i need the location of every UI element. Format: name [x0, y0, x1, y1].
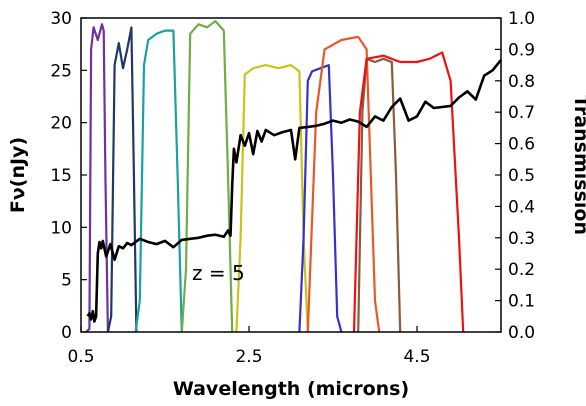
y-left-tick-label: 25 — [50, 61, 72, 81]
filter-curve-5 — [235, 63, 309, 333]
y-right-tick-label: 0.4 — [508, 197, 535, 217]
redshift-annotation: z = 5 — [192, 261, 245, 285]
filter-curve-6 — [298, 63, 343, 333]
y-left-tick-label: 30 — [50, 9, 72, 29]
y-right-tick-label: 0.0 — [508, 323, 535, 343]
filter-curve-3 — [134, 29, 183, 333]
spectrum-line — [86, 59, 503, 323]
y-left-tick-label: 10 — [50, 218, 72, 238]
filter-curve-1 — [85, 23, 109, 333]
y-right-tick-label: 0.9 — [508, 40, 535, 60]
x-tick-label: 4.5 — [403, 347, 430, 367]
filter-curve-7 — [306, 35, 381, 333]
right-axis: 0.0 0.1 0.2 0.3 0.4 0.5 0.6 0.7 0.8 0.9 1.0 — [495, 9, 535, 343]
y-right-tick-label: 0.1 — [508, 292, 535, 312]
x-tick-label: 0.5 — [67, 347, 94, 367]
y-left-tick-label: 15 — [50, 166, 72, 186]
filter-curve-2 — [106, 26, 138, 333]
y-right-tick-label: 1.0 — [508, 9, 535, 29]
y-right-tick-label: 0.8 — [508, 72, 535, 92]
x-tick-label: 2.5 — [235, 347, 262, 367]
y-right-tick-label: 0.7 — [508, 103, 535, 123]
filter-curve-4 — [180, 20, 234, 333]
y-right-tick-label: 0.2 — [508, 260, 535, 280]
filter-curve-9 — [352, 51, 465, 333]
filter-curve-8 — [357, 57, 402, 333]
y-right-tick-label: 0.3 — [508, 229, 535, 249]
x-axis: 0.5 2.5 4.5 — [67, 326, 431, 367]
x-axis-title: Wavelength (microns) — [173, 378, 409, 400]
y-left-tick-label: 20 — [50, 114, 72, 134]
y-axis-left-title: Fν(nJy) — [7, 137, 29, 213]
y-axis-right-title: Transmission — [570, 95, 586, 235]
y-right-tick-label: 0.5 — [508, 166, 535, 186]
left-axis: 0 5 10 15 20 25 30 — [50, 9, 87, 343]
y-right-tick-label: 0.6 — [508, 135, 535, 155]
y-left-tick-label: 0 — [61, 323, 72, 343]
y-left-tick-label: 5 — [61, 271, 72, 291]
plot-content — [85, 20, 503, 333]
